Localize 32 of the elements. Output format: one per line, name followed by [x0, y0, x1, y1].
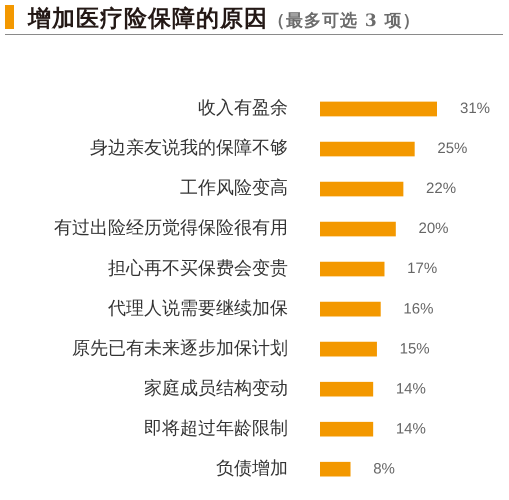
data-label: 14%: [396, 380, 426, 398]
bar: [320, 182, 404, 196]
y-tick-label: 原先已有未来逐步加保计划: [72, 338, 288, 359]
data-label: 25%: [437, 140, 468, 158]
data-label: 15%: [400, 340, 430, 358]
data-label: 20%: [418, 220, 449, 238]
data-label: 8%: [373, 460, 395, 478]
bar: [320, 222, 396, 236]
data-label: 22%: [426, 180, 456, 198]
data-label: 16%: [403, 300, 434, 318]
y-tick-label: 有过出险经历觉得保险很有用: [54, 218, 288, 239]
y-tick-label: 担心再不买保费会变贵: [108, 258, 288, 279]
y-tick-label: 即将超过年龄限制: [144, 418, 288, 439]
bar: [320, 142, 415, 156]
y-tick-label: 代理人说需要继续加保: [107, 298, 288, 319]
bar: [320, 342, 377, 356]
data-label: 14%: [396, 420, 426, 438]
bar: [320, 462, 351, 477]
bar: [320, 422, 374, 436]
chart-subtitle: （最多可选 3 项）: [268, 11, 421, 31]
data-label: 17%: [407, 260, 438, 278]
data-label: 31%: [460, 100, 490, 118]
chart-title: 增加医疗险保障的原因: [28, 5, 268, 32]
bar: [320, 102, 437, 116]
y-tick-label: 家庭成员结构变动: [144, 378, 288, 399]
y-tick-label: 工作风险变高: [180, 178, 288, 199]
y-tick-label: 身边亲友说我的保障不够: [90, 138, 288, 159]
bar: [320, 262, 384, 276]
bar: [320, 302, 381, 316]
bar: [320, 382, 374, 396]
y-tick-label: 负债增加: [216, 458, 288, 479]
y-tick-label: 收入有盈余: [198, 98, 288, 119]
